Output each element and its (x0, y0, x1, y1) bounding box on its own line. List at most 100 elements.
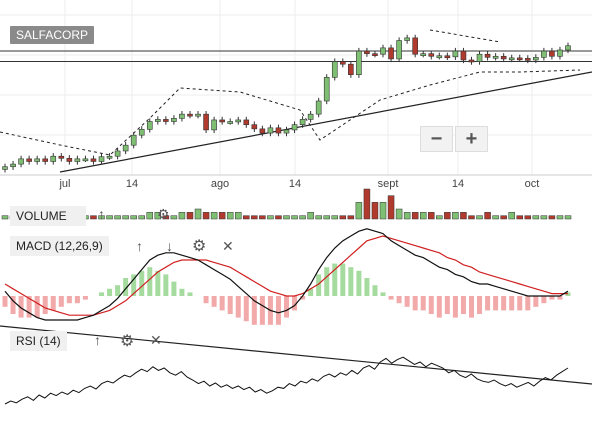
macd-histogram-bar (99, 292, 105, 296)
candle-body (146, 121, 153, 130)
volume-bar (452, 212, 459, 220)
candle-body (484, 53, 491, 58)
candle-body (388, 47, 394, 60)
candle-body (155, 119, 161, 122)
volume-gear-icon[interactable]: ⚙ (157, 206, 170, 222)
macd-down-arrow-icon[interactable]: ↓ (166, 238, 173, 254)
volume-bar (436, 215, 443, 220)
volume-bar (355, 202, 363, 220)
candle-body (396, 40, 402, 60)
candle-body (476, 53, 483, 62)
candle-body (90, 158, 97, 162)
volume-up-arrow-icon[interactable]: ↑ (98, 206, 105, 222)
candle-body (565, 45, 571, 51)
candle-body (2, 166, 8, 170)
macd-histogram-bar (485, 296, 491, 311)
volume-bar (146, 212, 154, 220)
macd-histogram-bar (227, 296, 233, 314)
macd-histogram-bar (509, 296, 515, 311)
rsi-series (0, 325, 592, 405)
volume-bar (419, 212, 427, 220)
macd-histogram-bar (235, 296, 241, 318)
volume-bar (130, 215, 137, 220)
macd-histogram-bar (58, 296, 64, 307)
candle-body (42, 158, 49, 162)
candle-body (404, 37, 410, 41)
macd-gear-icon[interactable]: ⚙ (192, 238, 207, 255)
volume-bar (106, 215, 113, 220)
candle-body (428, 53, 435, 57)
volume-bar (202, 212, 210, 220)
macd-histogram-bar (541, 296, 547, 304)
x-tick-label: ago (210, 178, 230, 190)
volume-bar (548, 215, 556, 220)
channel-line (429, 29, 501, 43)
candle-body (219, 119, 225, 123)
candle-body (171, 118, 177, 122)
candle-body (275, 127, 282, 134)
candle-body (122, 144, 129, 152)
candle-body (549, 50, 555, 57)
zoom-in-button[interactable]: + (455, 126, 488, 152)
volume-bar (315, 215, 322, 220)
macd-histogram-bar (452, 296, 458, 318)
macd-histogram-bar (284, 296, 289, 318)
macd-histogram-bar (396, 296, 402, 304)
candle-body (348, 63, 354, 76)
volume-bar (299, 215, 306, 220)
candle-body (508, 57, 515, 61)
macd-histogram-bar (50, 296, 56, 311)
macd-close-icon[interactable]: ✕ (222, 238, 234, 254)
candle-body (291, 124, 298, 131)
macd-histogram-bar (412, 296, 418, 311)
macd-up-arrow-icon[interactable]: ↑ (136, 238, 143, 254)
candle-body (412, 37, 418, 55)
volume-bar (371, 202, 379, 220)
candle-body (436, 55, 443, 59)
volume-bar (532, 215, 540, 220)
candle-body (10, 163, 16, 168)
x-tick-label: 14 (451, 178, 465, 190)
candle-body (283, 129, 290, 134)
macd-histogram-bar (203, 296, 209, 304)
candle-body (18, 158, 24, 165)
volume-bar (444, 212, 451, 220)
candle-body (452, 50, 459, 58)
candle-body (533, 57, 539, 61)
macd-histogram-bar (477, 296, 483, 314)
volume-bar (411, 212, 419, 220)
rsi-up-arrow-icon[interactable]: ↑ (94, 332, 101, 348)
zoom-out-button[interactable]: − (420, 126, 453, 152)
macd-histogram-bar (74, 296, 80, 304)
candle-body (323, 77, 330, 102)
volume-bar (363, 188, 371, 220)
rsi-close-icon[interactable]: ✕ (150, 332, 162, 348)
candle-body (26, 158, 32, 162)
macd-histogram-bar (300, 296, 306, 300)
candle-body (130, 134, 137, 146)
trend-line (59, 71, 592, 173)
candle-body (138, 129, 145, 136)
rsi-gear-icon[interactable]: ⚙ (120, 333, 135, 350)
volume-bar (194, 208, 202, 220)
candle-body (243, 119, 250, 125)
candle-body (50, 155, 57, 162)
candle-body (315, 100, 322, 115)
volume-bar (226, 212, 234, 220)
candle-body (299, 119, 306, 125)
macd-histogram-bar (468, 296, 474, 318)
macd-histogram-bar (348, 267, 354, 296)
volume-bar (516, 215, 523, 220)
volume-bar (98, 215, 105, 220)
macd-histogram-bar (18, 296, 24, 318)
volume-bar (379, 202, 387, 220)
macd-histogram-bar (420, 296, 426, 311)
macd-histogram-bar (26, 296, 32, 318)
macd-histogram-bar (557, 296, 563, 300)
macd-histogram-bar (82, 296, 88, 300)
rsi-trend-line (0, 325, 592, 385)
volume-bar (162, 215, 170, 220)
volume-bar (267, 215, 274, 220)
candle-body (163, 119, 169, 122)
candle-body (356, 50, 362, 76)
